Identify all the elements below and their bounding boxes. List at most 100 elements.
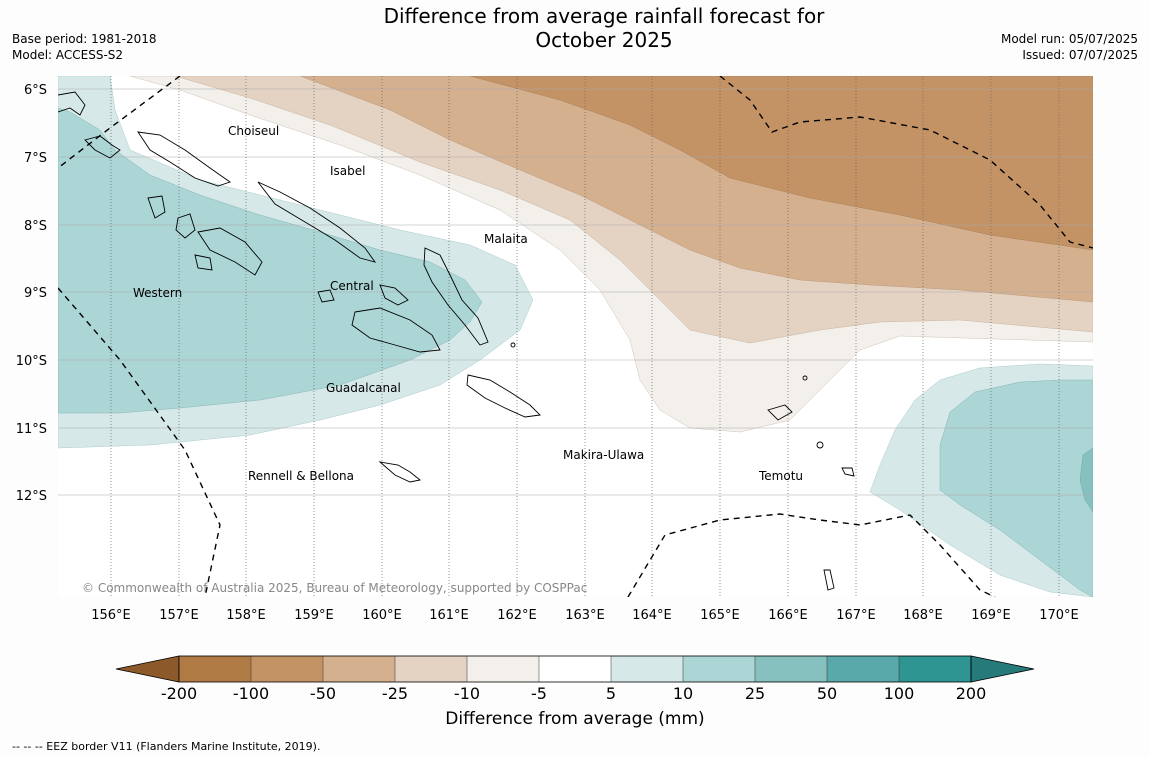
lat-label-10s: 10°S (16, 354, 47, 369)
place-label-central: Central (330, 279, 374, 293)
island-makira (466, 374, 541, 418)
eez-footnote: -- -- -- EEZ border V11 (Flanders Marine… (12, 740, 321, 753)
colorbar-segment-3 (323, 656, 395, 682)
lon-label-162e: 162°E (497, 608, 537, 623)
island-tikopia (841, 467, 855, 477)
island-duff (816, 441, 824, 449)
island-ndeni (767, 404, 793, 421)
lon-label-167e: 167°E (836, 608, 876, 623)
colorbar-tick-100: 100 (883, 684, 915, 703)
colorbar-tick-5: 5 (605, 684, 617, 703)
lon-label-161e: 161°E (429, 608, 469, 623)
island-russell (317, 289, 335, 303)
colorbar-extend-low (115, 655, 180, 683)
island-south-temotu (823, 569, 835, 591)
place-label-isabel: Isabel (330, 164, 365, 178)
lon-label-163e: 163°E (565, 608, 605, 623)
lon-label-160e: 160°E (362, 608, 402, 623)
lat-label-12s: 12°S (16, 489, 47, 504)
colorbar-tick-minus-200: -200 (160, 684, 198, 703)
eez-borders (58, 76, 1093, 597)
lon-labels: 156°E 157°E 158°E 159°E 160°E 161°E 162°… (91, 608, 1079, 623)
colorbar-segment-7 (611, 656, 683, 682)
issued-date: Issued: 07/07/2025 (1022, 48, 1138, 62)
lat-label-11s: 11°S (16, 422, 47, 437)
colorbar-tick-minus-5: -5 (531, 684, 547, 703)
model-run: Model run: 05/07/2025 (1000, 32, 1138, 46)
lat-label-8s: 8°S (24, 219, 47, 234)
colorbar-tick-minus-100: -100 (232, 684, 270, 703)
colorbar-tick-minus-10: -10 (453, 684, 481, 703)
colorbar-tick-10: 10 (672, 684, 694, 703)
lon-label-169e: 169°E (971, 608, 1011, 623)
title-line-2: October 2025 (535, 28, 673, 52)
island-bougainville (58, 91, 86, 116)
colorbar-dividers (250, 656, 900, 682)
place-label-malaita: Malaita (484, 232, 528, 246)
island-new-georgia (197, 227, 263, 276)
colorbar-segment-9 (755, 656, 827, 682)
copyright-text: © Commonwealth of Australia 2025, Bureau… (82, 581, 587, 595)
colorbar-segment-2 (251, 656, 323, 682)
island-vella-lavella (147, 195, 166, 219)
lon-label-164e: 164°E (632, 608, 672, 623)
colorbar-segment-5 (467, 656, 539, 682)
place-label-western: Western (133, 286, 182, 300)
island-kolombangara (175, 213, 196, 239)
lat-label-9s: 9°S (24, 286, 47, 301)
island-isabel (257, 181, 377, 263)
colorbar-segment-10 (827, 656, 899, 682)
island-rennell (378, 461, 422, 483)
colorbar-tick-200: 200 (955, 684, 987, 703)
lat-label-6s: 6°S (24, 83, 47, 98)
colorbar-segment-1 (179, 656, 251, 682)
lon-label-158e: 158°E (226, 608, 266, 623)
place-label-temotu: Temotu (758, 469, 803, 483)
colorbar-tick-25: 25 (744, 684, 766, 703)
contour-plus-25-east (1079, 447, 1093, 513)
lon-label-170e: 170°E (1039, 608, 1079, 623)
place-label-guadalcanal: Guadalcanal (326, 381, 401, 395)
island-rendova (194, 254, 213, 271)
colorbar-tick-50: 50 (816, 684, 838, 703)
model-info: Base period: 1981-2018 Model: ACCESS-S2 (12, 31, 157, 63)
run-info: Model run: 05/07/2025 Issued: 07/07/2025 (1001, 31, 1138, 63)
eez-border-west (58, 287, 221, 597)
colorbar-segment-6 (539, 656, 611, 682)
base-period: Base period: 1981-2018 (12, 32, 157, 46)
island-malaita (423, 247, 489, 346)
island-choiseul (137, 131, 231, 187)
title-line-1: Difference from average rainfall forecas… (383, 4, 825, 28)
island-reef (802, 375, 808, 381)
colorbar-outline (178, 655, 972, 683)
contour-plus-10-east (939, 379, 1093, 597)
eez-border-northeast (719, 76, 1093, 249)
lon-label-166e: 166°E (768, 608, 808, 623)
lon-label-168e: 168°E (903, 608, 943, 623)
lon-label-165e: 165°E (700, 608, 740, 623)
colorbar-label: Difference from average (mm) (445, 709, 705, 729)
model-name: Model: ACCESS-S2 (12, 48, 124, 62)
place-label-choiseul: Choiseul (228, 124, 279, 138)
island-guadalcanal (351, 307, 441, 353)
map-title: Difference from average rainfall forecas… (300, 4, 908, 52)
lon-label-157e: 157°E (159, 608, 199, 623)
island-shortland (84, 135, 121, 159)
contour-plus-10-west (58, 107, 483, 414)
place-label-rennell-bellona: Rennell & Bellona (248, 469, 354, 483)
lon-label-159e: 159°E (294, 608, 334, 623)
colorbar-segment-4 (395, 656, 467, 682)
lat-label-7s: 7°S (24, 151, 47, 166)
colorbar-extend-high (970, 655, 1035, 683)
contour-minus-50 (469, 76, 1093, 251)
colorbar-segment-11 (899, 656, 971, 682)
coastlines (58, 91, 855, 591)
lat-labels: 6°S 7°S 8°S 9°S 10°S 11°S 12°S (16, 83, 47, 504)
map-plot-area: © Commonwealth of Australia 2025, Bureau… (58, 76, 1093, 597)
colorbar-tick-minus-50: -50 (309, 684, 337, 703)
colorbar-tick-minus-25: -25 (381, 684, 409, 703)
colorbar (115, 655, 1035, 683)
place-labels: Choiseul Isabel Malaita Western Central … (133, 124, 803, 483)
lat-gridlines (58, 88, 1093, 496)
